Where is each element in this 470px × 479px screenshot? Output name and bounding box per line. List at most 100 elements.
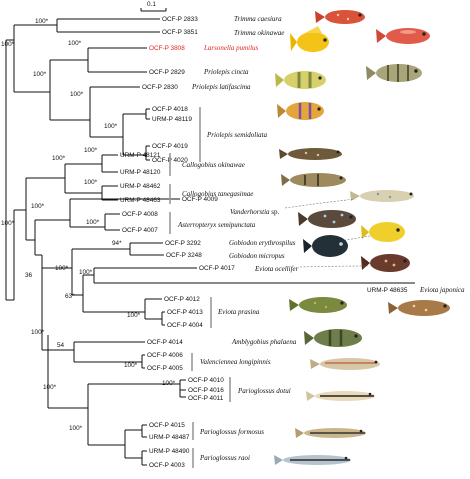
species-name: Parioglossus raoi bbox=[199, 454, 250, 462]
node-support: 100* bbox=[79, 269, 93, 276]
fish-asterropteryx-icon bbox=[298, 210, 356, 228]
node-support: 100* bbox=[124, 362, 138, 369]
species-name: Trimma okinawae bbox=[234, 29, 284, 37]
species-name: Trimma caesiura bbox=[234, 15, 282, 23]
tip-label: OCF-P 3851 bbox=[162, 29, 198, 36]
fish-priolepis-latifascima-icon bbox=[275, 71, 326, 89]
fish-larsonella-pumilus-icon bbox=[290, 26, 329, 52]
fish-amblygobius-icon bbox=[304, 329, 362, 347]
species-name: Gobiodon erythrospilus bbox=[229, 239, 296, 247]
tip-label: OCF-P 4010 bbox=[188, 377, 224, 384]
tip-label: OCF-P 4005 bbox=[147, 365, 183, 372]
node-support: 100* bbox=[84, 147, 98, 154]
fish-parioglossus-raoi-icon bbox=[274, 455, 351, 465]
fish-eviota-japonica-icon bbox=[388, 300, 450, 316]
node-support: 100* bbox=[31, 203, 45, 210]
fish-valenciennea-icon bbox=[310, 358, 380, 370]
species-name: Callogobius okinawae bbox=[182, 161, 245, 169]
node-support: 100* bbox=[69, 425, 83, 432]
node-support: 100* bbox=[70, 91, 84, 98]
species-name: Larsonella pumilus bbox=[203, 44, 259, 52]
tip-label: OCF-P 4004 bbox=[167, 322, 203, 329]
species-name: Priolepis latifascima bbox=[191, 83, 251, 91]
node-support: 100* bbox=[55, 265, 69, 272]
species-name: Parioglossus formosus bbox=[199, 428, 264, 436]
tip-label: OCF-P 2829 bbox=[149, 69, 185, 76]
species-name: Eviota ocellifer bbox=[254, 265, 299, 273]
species-name: Priolepis cincta bbox=[203, 68, 249, 76]
tip-label: OCF-P 4015 bbox=[149, 422, 185, 429]
species-name: Eviota japonica bbox=[419, 286, 465, 294]
tip-label: URM-P 48462 bbox=[120, 183, 161, 190]
tip-label: URM-P 48635 bbox=[367, 287, 408, 294]
fish-trimma-okinawae-icon bbox=[376, 28, 430, 44]
tip-label: URM-P 48487 bbox=[149, 434, 190, 441]
tip-label: OCF-P 4012 bbox=[164, 296, 200, 303]
species-name: Callogobius tanegasimae bbox=[182, 190, 253, 198]
tip-label: OCF-P 4019 bbox=[152, 143, 188, 150]
node-support: 100* bbox=[86, 219, 100, 226]
node-support: 100* bbox=[43, 384, 57, 391]
node-support: 100* bbox=[127, 312, 141, 319]
fish-priolepis-cincta-icon bbox=[366, 64, 422, 82]
tip-label: OCF-P 4018 bbox=[152, 106, 188, 113]
node-support: 100* bbox=[31, 329, 45, 336]
node-support: 36 bbox=[25, 272, 33, 279]
node-support: 63* bbox=[65, 293, 75, 300]
tip-label: OCF-P 2833 bbox=[162, 16, 198, 23]
scale-bar-label: 0.1 bbox=[147, 1, 156, 8]
species-name-suffix: sp. bbox=[270, 208, 280, 216]
node-support: 100* bbox=[1, 220, 15, 227]
node-support: 100* bbox=[162, 380, 176, 387]
species-name: Eviota prasina bbox=[217, 308, 260, 316]
node-support: 100* bbox=[68, 40, 82, 47]
node-support-labels: 100* 100* 100* 100* 100* 100* 100* 100* … bbox=[1, 18, 176, 432]
tip-labels: OCF-P 2833 OCF-P 3851 OCF-P 3808 OCF-P 2… bbox=[120, 16, 408, 469]
species-name: Priolepis semidoliata bbox=[206, 131, 268, 139]
fish-images bbox=[274, 10, 450, 465]
fish-callogobius-tanegasimae-icon bbox=[281, 173, 346, 187]
tip-label: OCF-P 4016 bbox=[188, 387, 224, 394]
node-support: 94* bbox=[112, 240, 122, 247]
tip-label: URM-P 48121 bbox=[120, 152, 161, 159]
fish-parioglossus-dotui-icon bbox=[306, 391, 375, 401]
tip-label: OCF-P 4003 bbox=[149, 462, 185, 469]
tree-branches bbox=[5, 18, 415, 466]
species-name: Asterropteryx semipunctata bbox=[177, 221, 256, 229]
tip-label: OCF-P 2830 bbox=[142, 84, 178, 91]
fish-callogobius-okinawae-icon bbox=[279, 148, 342, 160]
node-support: 100* bbox=[84, 179, 98, 186]
node-support: 54 bbox=[57, 342, 65, 349]
species-name: Vanderhorstia bbox=[230, 208, 270, 216]
species-name: Amblygobius phalaena bbox=[231, 338, 297, 346]
fish-vanderhorstia-icon bbox=[350, 190, 414, 202]
tip-label: OCF-P 4013 bbox=[167, 309, 203, 316]
tip-label: OCF-P 4008 bbox=[122, 211, 158, 218]
scale-bar: 0.1 bbox=[140, 1, 167, 12]
node-support: 100* bbox=[35, 18, 49, 25]
species-name-vanderhorstia: Vanderhorstia sp. bbox=[230, 208, 280, 216]
node-support: 100* bbox=[104, 123, 118, 130]
species-name: Valenciennea longipinnis bbox=[200, 358, 271, 366]
species-name: Parioglossus dotui bbox=[237, 387, 291, 395]
fish-trimma-caesiura-icon bbox=[315, 10, 365, 24]
species-name: Gobiodon micropus bbox=[229, 252, 285, 260]
node-support: 100* bbox=[1, 41, 15, 48]
tip-label: URM-P 48120 bbox=[120, 169, 161, 176]
tip-label: OCF-P 4007 bbox=[122, 227, 158, 234]
fish-eviota-ocellifer-icon bbox=[361, 254, 410, 272]
node-support: 100* bbox=[52, 155, 66, 162]
tip-label: URM-P 48119 bbox=[152, 116, 192, 123]
fish-parioglossus-formosus-icon bbox=[295, 428, 366, 438]
tip-label: OCF-P 3248 bbox=[166, 252, 202, 259]
tip-label: OCF-P 4011 bbox=[188, 395, 224, 402]
species-labels: Trimma caesiura Trimma okinawae Larsonel… bbox=[169, 15, 465, 468]
tip-label: URM-P 48463 bbox=[120, 197, 161, 204]
fish-priolepis-semidoliata-icon bbox=[277, 102, 324, 120]
tip-label: OCF-P 4014 bbox=[147, 339, 183, 346]
fish-gobiodon-erythrospilus-icon bbox=[361, 222, 405, 242]
tip-label: OCF-P 3808 bbox=[149, 45, 185, 52]
tip-label: OCF-P 4006 bbox=[147, 352, 183, 359]
tip-label: OCF-P 3292 bbox=[165, 240, 201, 247]
